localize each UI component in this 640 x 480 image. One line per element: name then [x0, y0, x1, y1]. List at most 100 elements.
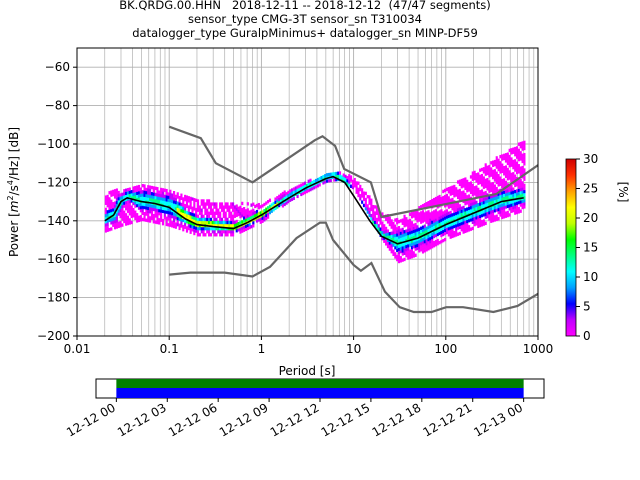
- heatmap-cell: [514, 180, 517, 185]
- heatmap-cell: [125, 203, 128, 208]
- heatmap-cell: [320, 175, 323, 180]
- heatmap-cell: [252, 208, 255, 213]
- heatmap-cell: [106, 197, 109, 202]
- heatmap-cell: [399, 243, 402, 248]
- heatmap-cell: [215, 202, 218, 206]
- heatmap-cell: [270, 203, 273, 207]
- heatmap-cell: [355, 181, 358, 185]
- heatmap-cell: [239, 221, 242, 225]
- heatmap-cell: [149, 219, 152, 223]
- heatmap-cell: [344, 174, 347, 179]
- heatmap-cell: [403, 233, 406, 237]
- heatmap-cell: [119, 205, 122, 209]
- heatmap-cell: [499, 170, 502, 174]
- heatmap-cell: [444, 188, 447, 193]
- heatmap-cell: [418, 206, 421, 210]
- heatmap-cell: [278, 197, 281, 202]
- heatmap-cell: [143, 187, 146, 191]
- heatmap-cell: [410, 254, 414, 259]
- heatmap-cell: [477, 212, 480, 216]
- heatmap-cell: [368, 213, 371, 218]
- heatmap-cell: [512, 159, 515, 164]
- heatmap-cell: [453, 230, 456, 235]
- heatmap-cell: [462, 178, 465, 182]
- heatmap-cell: [447, 214, 450, 219]
- heatmap-cell: [119, 220, 122, 225]
- heatmap-cell: [456, 204, 460, 209]
- heatmap-cell: [504, 189, 508, 194]
- heatmap-cell: [187, 226, 190, 231]
- heatmap-cell: [514, 146, 517, 151]
- heatmap-cell: [473, 176, 476, 181]
- heatmap-cell: [479, 220, 482, 225]
- heatmap-cell: [447, 187, 450, 191]
- heatmap-cell: [421, 213, 425, 217]
- heatmap-cell: [453, 209, 456, 213]
- timeline-tick-label: 12-12 12: [268, 400, 322, 439]
- heatmap-cell: [466, 225, 469, 230]
- heatmap-cell: [460, 181, 463, 186]
- heatmap-cell: [462, 221, 465, 225]
- heatmap-cell: [270, 209, 273, 213]
- heatmap-cell: [115, 191, 118, 195]
- heatmap-cell: [193, 219, 196, 223]
- heatmap-cell: [397, 226, 401, 230]
- heatmap-cell: [121, 195, 124, 200]
- heatmap-cell: [125, 216, 128, 220]
- heatmap-cell: [351, 182, 354, 187]
- heatmap-cell: [220, 230, 224, 234]
- heatmap-cell: [519, 144, 522, 149]
- heatmap-cell: [366, 195, 369, 199]
- heatmap-cell: [362, 194, 366, 198]
- heatmap-cell: [466, 210, 469, 214]
- heatmap-cell: [252, 211, 255, 216]
- heatmap-cell: [115, 203, 118, 208]
- heatmap-cell: [265, 213, 268, 218]
- heatmap-cell: [409, 255, 412, 260]
- heatmap-cell: [445, 209, 449, 213]
- heatmap-cell: [510, 200, 513, 204]
- heatmap-cell: [243, 219, 246, 223]
- heatmap-cell: [226, 205, 229, 209]
- heatmap-cell: [466, 219, 469, 224]
- heatmap-cell: [165, 222, 168, 227]
- heatmap-cell: [493, 159, 496, 164]
- heatmap-cell: [200, 202, 203, 206]
- heatmap-cell: [187, 205, 190, 209]
- heatmap-cell: [152, 204, 155, 209]
- heatmap-cell: [233, 208, 236, 212]
- heatmap-cell: [128, 218, 131, 222]
- heatmap-cell: [392, 231, 395, 235]
- heatmap-cell: [427, 244, 430, 248]
- heatmap-cell: [361, 188, 364, 192]
- heatmap-cell: [268, 204, 272, 209]
- heatmap-cell: [447, 223, 450, 228]
- heatmap-cell: [110, 199, 113, 204]
- heatmap-cell: [283, 193, 286, 197]
- heatmap-cell: [418, 233, 421, 238]
- colorbar-tick-label: 25: [583, 182, 598, 196]
- heatmap-cell: [185, 229, 189, 233]
- heatmap-cell: [134, 185, 137, 190]
- heatmap-cell: [517, 170, 520, 174]
- heatmap-cell: [519, 200, 522, 204]
- heatmap-cell: [401, 230, 404, 235]
- heatmap-cell: [182, 227, 185, 232]
- heatmap-cell: [143, 218, 146, 222]
- heatmap-cell: [414, 235, 417, 239]
- heatmap-cell: [180, 202, 183, 207]
- heatmap-cell: [224, 220, 227, 225]
- heatmap-cell: [348, 174, 351, 178]
- heatmap-cell: [396, 220, 399, 225]
- heatmap-cell: [204, 205, 207, 209]
- heatmap-cell: [150, 195, 153, 199]
- heatmap-cell: [396, 236, 399, 240]
- heatmap-cell: [235, 219, 238, 224]
- heatmap-cell: [209, 226, 213, 231]
- heatmap-cell: [484, 212, 487, 216]
- heatmap-cell: [228, 220, 231, 225]
- heatmap-cell: [503, 181, 506, 185]
- heatmap-cell: [409, 234, 412, 238]
- heatmap-cell: [191, 228, 194, 232]
- heatmap-cell: [397, 238, 401, 242]
